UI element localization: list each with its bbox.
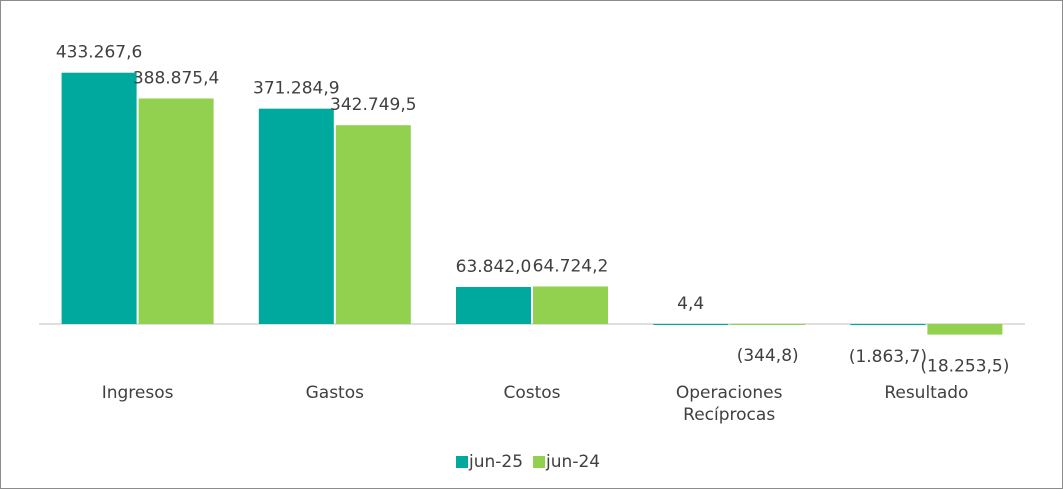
bar (533, 286, 608, 324)
legend-swatch (533, 456, 546, 468)
data-label: (344,8) (737, 346, 799, 366)
legend-swatch (456, 456, 468, 468)
x-tick-label: Gastos (305, 383, 364, 403)
data-label: 64.724,2 (533, 256, 609, 276)
bar (730, 324, 806, 325)
data-label: 4,4 (677, 294, 704, 314)
data-label: 342.749,5 (330, 95, 417, 115)
x-tick-label: Operaciones Recíprocas (675, 383, 783, 425)
x-tick-label: Ingresos (101, 383, 174, 403)
x-tick-label: Costos (503, 383, 561, 403)
legend-label: jun-25 (468, 452, 523, 472)
bar (927, 324, 1003, 335)
bar (850, 324, 926, 326)
bar (61, 72, 137, 324)
bar (258, 108, 334, 324)
data-label: (1.863,7) (849, 347, 927, 367)
bar (335, 125, 411, 324)
bar (138, 98, 214, 324)
x-tick-label: Resultado (884, 383, 969, 403)
legend-label: jun-24 (545, 452, 600, 472)
data-label: 388.875,4 (133, 68, 220, 88)
data-label: 371.284,9 (253, 79, 340, 99)
bar (456, 286, 531, 324)
bar (653, 323, 729, 325)
data-label: 63.842,0 (456, 257, 532, 277)
data-label: (18.253,5) (920, 357, 1009, 377)
data-label: 433.267,6 (56, 43, 143, 63)
